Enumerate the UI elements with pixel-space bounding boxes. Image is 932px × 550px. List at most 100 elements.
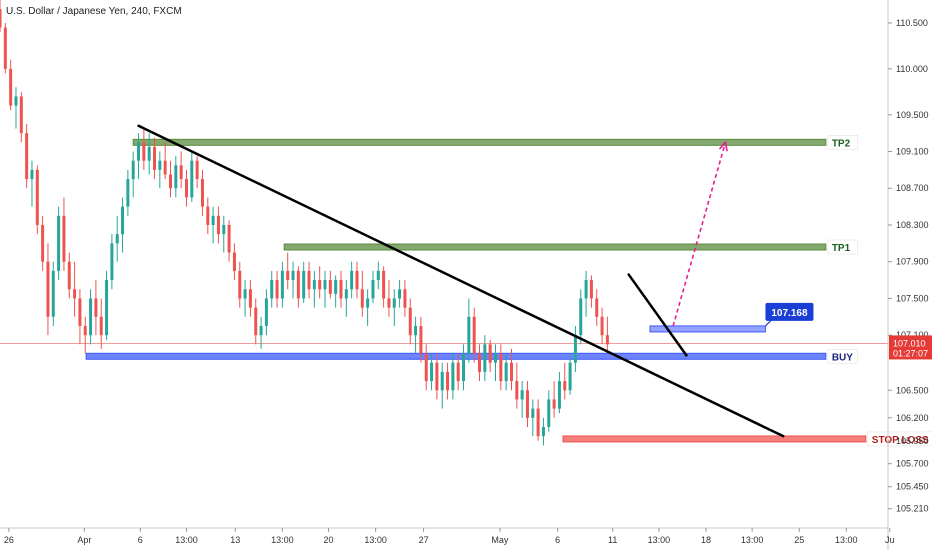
x-tick-label: 13:00 xyxy=(175,535,198,545)
candle-body xyxy=(440,371,444,391)
y-tick-label: 109.500 xyxy=(896,110,929,120)
candle-body xyxy=(67,261,71,290)
levels xyxy=(85,138,867,443)
price-badge-timer: 01:27:07 xyxy=(893,348,928,358)
candle-body xyxy=(430,362,434,382)
x-tick-label: 11 xyxy=(608,535,617,545)
y-tick-label: 105.210 xyxy=(896,504,929,514)
candle-body xyxy=(232,252,236,271)
candle-body xyxy=(344,289,348,299)
entry-callout-label: 107.168 xyxy=(771,308,808,319)
candle-body xyxy=(483,344,487,372)
y-tick-label: 108.700 xyxy=(896,183,929,193)
candle-body xyxy=(424,353,428,382)
candle-body xyxy=(131,160,135,180)
candle-body xyxy=(515,381,519,400)
candle-body xyxy=(46,261,50,317)
candle-body xyxy=(190,160,194,198)
candle-body xyxy=(589,280,593,299)
candle-body xyxy=(168,174,172,189)
candle-body xyxy=(126,179,130,207)
candle-body xyxy=(78,298,82,326)
x-tick-label: 26 xyxy=(4,535,14,545)
level-label-bg xyxy=(827,349,858,364)
candle-body xyxy=(392,298,396,308)
y-tick-label: 107.900 xyxy=(896,257,929,267)
level-band xyxy=(132,138,827,146)
candle-body xyxy=(382,270,386,299)
candle-body xyxy=(163,160,167,175)
candle-body xyxy=(153,146,157,170)
candle-body xyxy=(19,96,23,134)
y-tick-label: 106.500 xyxy=(896,385,929,395)
candle-body xyxy=(334,280,338,294)
candle-body xyxy=(366,298,370,308)
chart-title: U.S. Dollar / Japanese Yen, 240, FXCM xyxy=(6,6,182,17)
x-tick-label: 13:00 xyxy=(364,535,387,545)
candle-body xyxy=(222,224,226,235)
candle-body xyxy=(243,289,247,299)
x-tick-label: 6 xyxy=(138,535,143,545)
candle-body xyxy=(286,270,290,281)
y-tick-label: 105.950 xyxy=(896,436,929,446)
level-label-bg xyxy=(827,239,858,255)
candle-body xyxy=(557,381,561,409)
candle-body xyxy=(573,335,577,363)
x-tick-label: 13:00 xyxy=(271,535,294,545)
candle-body xyxy=(536,408,540,437)
candle-body xyxy=(520,390,524,400)
candle-body xyxy=(531,408,535,418)
level-label-bg xyxy=(867,431,932,447)
candle-body xyxy=(0,9,2,28)
entry-band xyxy=(649,325,766,333)
candle-body xyxy=(30,169,34,180)
x-tick-label: 13 xyxy=(230,535,240,545)
trendline xyxy=(627,273,688,357)
candle-body xyxy=(419,325,423,354)
x-tick-label: May xyxy=(491,535,509,545)
candle-body xyxy=(147,146,151,161)
candle-body xyxy=(579,298,583,336)
candle-body xyxy=(99,316,103,336)
candle-body xyxy=(275,280,279,299)
candle-body xyxy=(280,270,284,299)
level-label: TP2 xyxy=(832,138,851,149)
candle-body xyxy=(408,307,412,336)
candle-body xyxy=(595,298,599,317)
candle-body xyxy=(446,371,450,391)
candle-body xyxy=(110,243,114,281)
candle-body xyxy=(403,289,407,308)
x-tick-label: Ju xyxy=(885,535,895,545)
candle-body xyxy=(584,280,588,299)
candle-body xyxy=(509,362,513,382)
candle-body xyxy=(264,298,268,326)
candle-body xyxy=(83,325,87,336)
candle-body xyxy=(312,280,316,290)
x-tick-label: 13:00 xyxy=(835,535,858,545)
candle-body xyxy=(200,179,204,207)
y-tick-label: 107.500 xyxy=(896,293,929,303)
candle-body xyxy=(184,179,188,198)
level-band xyxy=(283,243,827,251)
candle-body xyxy=(73,289,77,299)
candle-body xyxy=(238,270,242,299)
candle-body xyxy=(3,27,7,69)
candle-body xyxy=(51,270,55,317)
candle-body xyxy=(307,270,311,290)
candle-body xyxy=(291,270,295,281)
level-label-bg xyxy=(827,135,858,150)
projection-arrow-head xyxy=(718,140,728,152)
candle-body xyxy=(41,224,45,262)
candle-body xyxy=(57,215,61,271)
candle-body xyxy=(270,280,274,299)
level-label: STOP LOSS xyxy=(872,435,929,446)
candle-body xyxy=(398,289,402,299)
candle-body xyxy=(355,270,359,290)
candle-body xyxy=(25,133,29,180)
level-label: TP1 xyxy=(832,243,851,254)
candle-body xyxy=(499,353,503,382)
candle-body xyxy=(467,316,471,354)
candle-body xyxy=(350,270,354,290)
